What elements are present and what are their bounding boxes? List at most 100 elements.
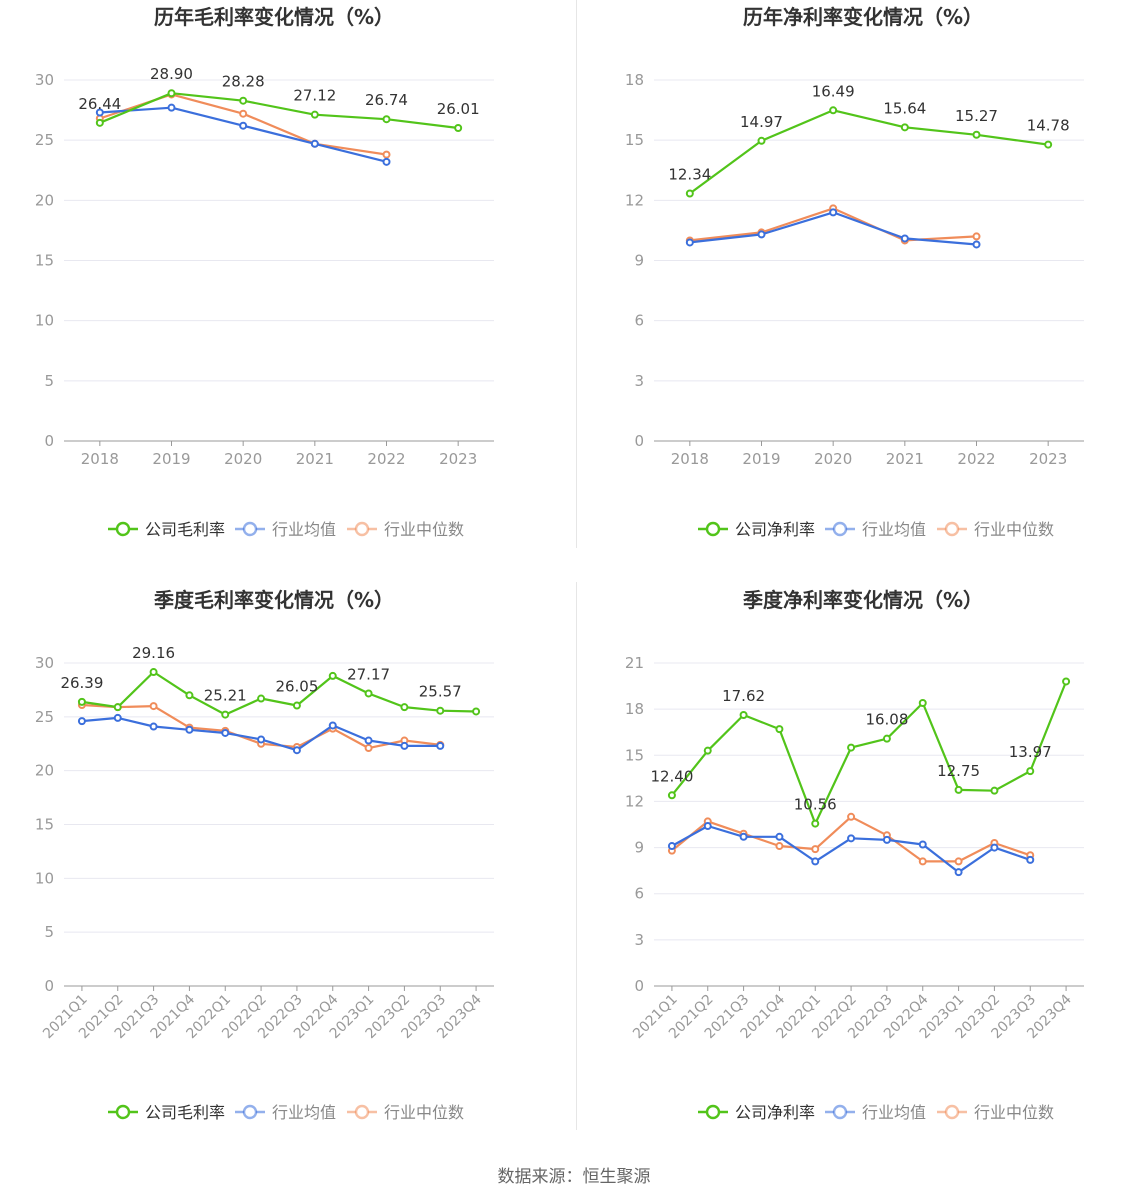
series-line: [99, 92, 459, 130]
data-point: [829, 106, 838, 115]
data-point: [703, 822, 712, 831]
x-tick-label: 2018: [671, 450, 709, 468]
y-tick-label: 30: [35, 654, 54, 672]
y-tick-label: 20: [35, 762, 54, 780]
series-line: [671, 681, 1068, 825]
data-point: [847, 743, 856, 752]
y-tick-label: 12: [625, 191, 644, 209]
legend-label: 行业中位数: [974, 1103, 1054, 1122]
chart-3: 季度毛利率变化情况（%）0510152025302021Q12021Q22021…: [35, 588, 494, 1122]
data-point: [757, 230, 766, 239]
y-tick-label: 3: [634, 931, 644, 949]
data-point: [257, 694, 266, 703]
data-point: [310, 110, 319, 119]
legend: 公司毛利率 行业均值 行业中位数: [108, 520, 464, 539]
data-point: [847, 834, 856, 843]
y-tick-label: 0: [44, 977, 54, 995]
data-label: 14.78: [1027, 117, 1070, 135]
data-point: [292, 746, 301, 755]
legend-marker-icon: [944, 1104, 960, 1120]
data-point: [829, 208, 838, 217]
data-point: [113, 713, 122, 722]
legend-label: 公司净利率: [735, 520, 815, 539]
y-tick-label: 6: [634, 885, 644, 903]
data-point: [239, 121, 248, 130]
legend-marker-icon: [115, 521, 131, 537]
data-point: [382, 115, 391, 124]
series-line: [671, 824, 1031, 874]
legend-marker-icon: [354, 1104, 370, 1120]
data-point: [95, 108, 104, 117]
series-line: [81, 670, 477, 716]
data-point: [1026, 767, 1035, 776]
data-label: 29.16: [132, 644, 175, 662]
chart-2: 历年净利率变化情况（%） 0 3 6 9 12 15 18 2018 2019 2020 2021 20…: [625, 5, 1084, 539]
y-tick-label: 10: [35, 312, 54, 330]
x-tick-label: 2023: [1029, 450, 1067, 468]
y-tick-label: 3: [634, 372, 644, 390]
data-point: [149, 702, 158, 711]
chart-title: 季度净利率变化情况（%）: [742, 588, 983, 612]
chart-4: 季度净利率变化情况（%）0369121518212021Q12021Q22021…: [625, 588, 1084, 1122]
legend-label: 行业均值: [272, 1103, 336, 1122]
data-point: [239, 96, 248, 105]
x-tick-label: 2022: [367, 450, 405, 468]
x-tick-label: 2023: [439, 450, 477, 468]
data-point: [757, 136, 766, 145]
y-tick-label: 0: [634, 432, 644, 450]
y-tick-label: 15: [625, 746, 644, 764]
data-label: 26.44: [78, 95, 121, 113]
data-point: [149, 668, 158, 677]
y-tick-label: 9: [634, 839, 644, 857]
y-tick-label: 6: [634, 312, 644, 330]
chart-1: 历年毛利率变化情况（%） 0 5 10 15 20 25 30 2018 2019 2020 2021…: [35, 5, 494, 539]
data-point: [328, 671, 337, 680]
legend: 公司毛利率 行业均值 行业中位数: [108, 1103, 464, 1122]
x-tick-label: 2018: [81, 450, 119, 468]
data-point: [113, 703, 122, 712]
data-label: 12.75: [937, 762, 980, 780]
data-point: [310, 139, 319, 148]
data-point: [454, 124, 463, 133]
legend-marker-icon: [944, 521, 960, 537]
data-point: [364, 736, 373, 745]
data-point: [221, 728, 230, 737]
data-point: [472, 707, 481, 716]
data-point: [918, 698, 927, 707]
data-label: 15.27: [955, 107, 998, 125]
data-point: [382, 157, 391, 166]
data-label: 16.49: [812, 82, 855, 100]
legend-marker-icon: [705, 521, 721, 537]
data-point: [667, 791, 676, 800]
legend-marker-icon: [242, 521, 258, 537]
data-point: [703, 746, 712, 755]
legend-label: 行业均值: [272, 520, 336, 539]
data-point: [685, 189, 694, 198]
data-point: [990, 843, 999, 852]
data-point: [685, 238, 694, 247]
legend-marker-icon: [832, 521, 848, 537]
legend-label: 行业均值: [862, 1103, 926, 1122]
data-point: [185, 691, 194, 700]
data-point: [775, 842, 784, 851]
data-label: 27.17: [347, 665, 390, 683]
data-point: [918, 840, 927, 849]
legend-marker-icon: [354, 521, 370, 537]
chart-title: 历年净利率变化情况（%）: [743, 5, 983, 29]
data-label: 26.05: [275, 678, 318, 696]
data-point: [400, 703, 409, 712]
y-tick-label: 15: [35, 816, 54, 834]
data-label: 12.40: [650, 767, 693, 785]
data-point: [239, 109, 248, 118]
legend-label: 公司净利率: [735, 1103, 815, 1122]
data-point: [972, 240, 981, 249]
legend-label: 行业均值: [862, 520, 926, 539]
y-tick-label: 25: [35, 131, 54, 149]
x-tick-label: 2021: [886, 450, 924, 468]
data-point: [382, 150, 391, 159]
y-tick-label: 5: [44, 923, 54, 941]
chart-title: 历年毛利率变化情况（%）: [154, 5, 394, 29]
data-point: [292, 701, 301, 710]
data-point: [990, 786, 999, 795]
